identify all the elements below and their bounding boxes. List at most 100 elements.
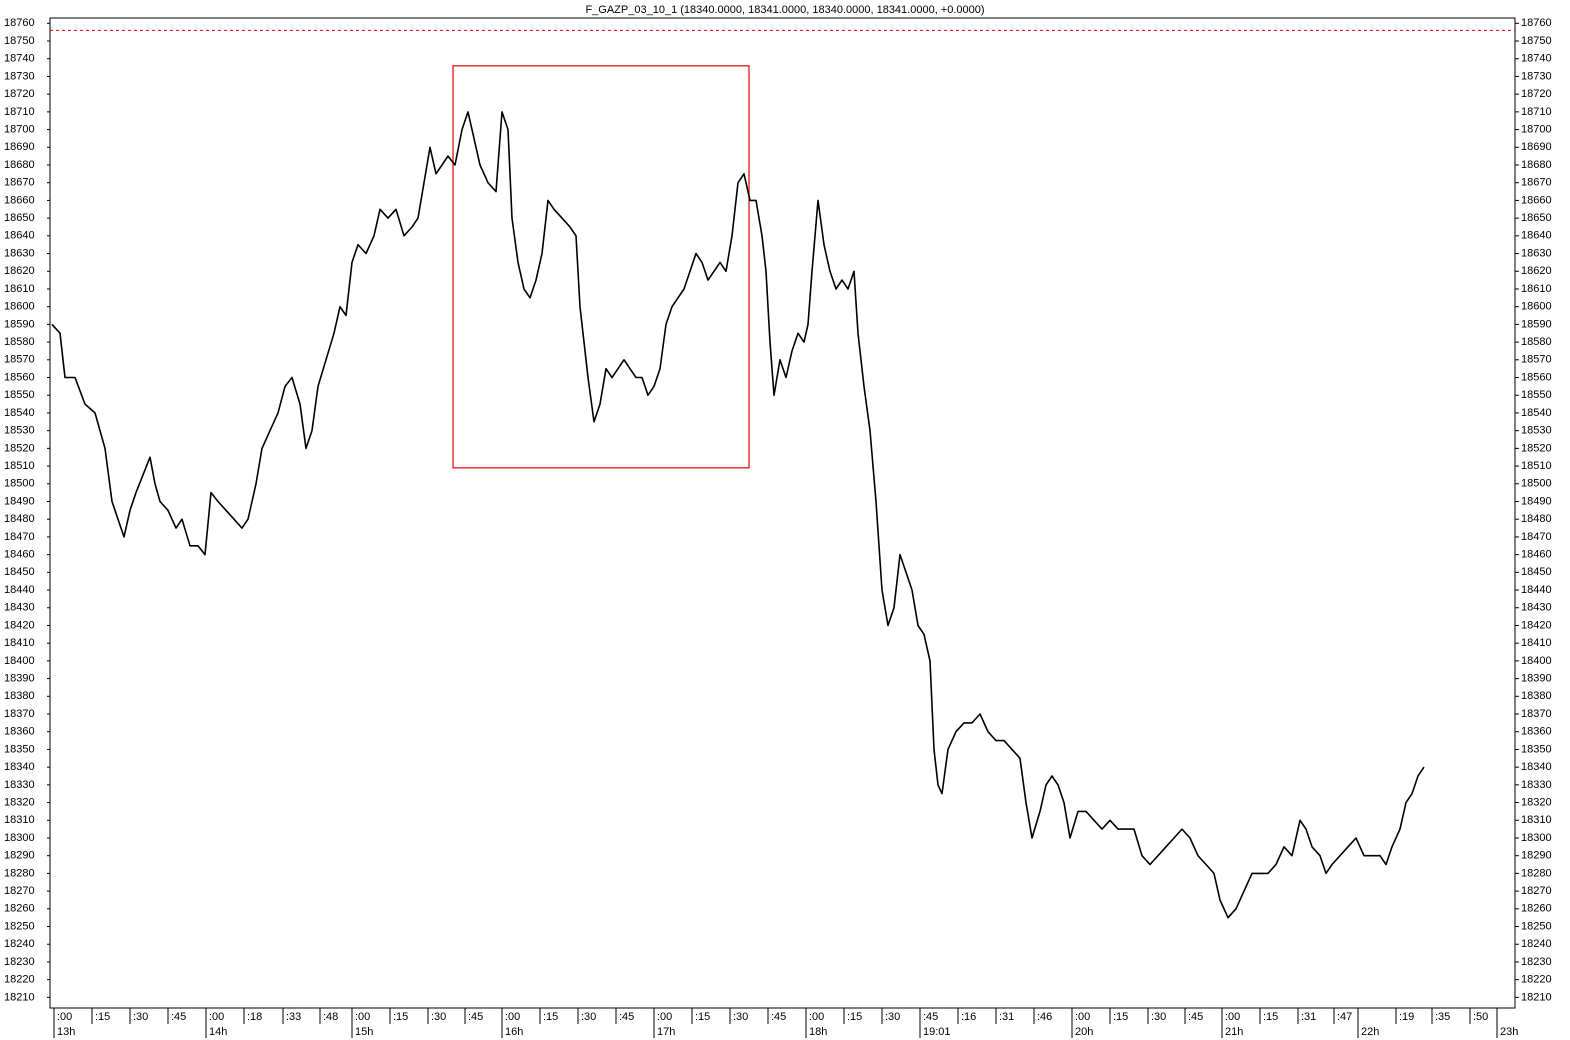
y-tick-label-left: 18290 [4, 850, 35, 862]
x-tick-label: :45 [468, 1011, 483, 1023]
y-tick-label-left: 18520 [4, 442, 35, 454]
y-tick-label-left: 18490 [4, 495, 35, 507]
x-tick-label: :19 [1399, 1011, 1414, 1023]
x-major-tick-label: 14h [209, 1026, 227, 1038]
y-tick-label-left: 18450 [4, 566, 35, 578]
y-tick-label-right: 18280 [1521, 867, 1552, 879]
y-tick-label-right: 18740 [1521, 53, 1552, 65]
y-tick-label-left: 18470 [4, 531, 35, 543]
y-tick-label-right: 18760 [1521, 17, 1552, 29]
y-tick-label-left: 18620 [4, 265, 35, 277]
y-tick-label-right: 18520 [1521, 442, 1552, 454]
y-tick-label-right: 18490 [1521, 495, 1552, 507]
x-tick-label: :00 [657, 1011, 672, 1023]
y-tick-label-right: 18570 [1521, 354, 1552, 366]
plot-frame [49, 17, 1516, 1009]
x-tick-label: :31 [1301, 1011, 1316, 1023]
y-tick-label-right: 18480 [1521, 513, 1552, 525]
y-tick-label-left: 18500 [4, 478, 35, 490]
price-line [51, 111, 1425, 919]
x-tick-label: :46 [1037, 1011, 1052, 1023]
y-tick-label-right: 18240 [1521, 938, 1552, 950]
y-tick-label-left: 18340 [4, 761, 35, 773]
y-tick-label-left: 18670 [4, 177, 35, 189]
x-tick-label: :35 [1435, 1011, 1450, 1023]
y-tick-label-right: 18350 [1521, 743, 1552, 755]
x-tick-label: :00 [209, 1011, 224, 1023]
y-tick-label-right: 18590 [1521, 318, 1552, 330]
y-tick-label-left: 18760 [4, 17, 35, 29]
y-tick-label-left: 18590 [4, 318, 35, 330]
y-tick-label-left: 18460 [4, 549, 35, 561]
x-major-tick-label: 22h [1361, 1026, 1379, 1038]
y-tick-label-left: 18680 [4, 159, 35, 171]
y-tick-label-left: 18260 [4, 903, 35, 915]
x-tick-label: :47 [1337, 1011, 1352, 1023]
y-tick-label-right: 18710 [1521, 106, 1552, 118]
y-tick-label-left: 18480 [4, 513, 35, 525]
y-tick-label-right: 18610 [1521, 283, 1552, 295]
x-tick-label: :30 [431, 1011, 446, 1023]
y-tick-label-right: 18540 [1521, 407, 1552, 419]
y-tick-label-right: 18420 [1521, 619, 1552, 631]
y-tick-label-left: 18660 [4, 194, 35, 206]
y-tick-label-right: 18650 [1521, 212, 1552, 224]
y-tick-label-left: 18730 [4, 70, 35, 82]
y-tick-label-left: 18570 [4, 354, 35, 366]
y-tick-label-left: 18610 [4, 283, 35, 295]
chart-title: F_GAZP_03_10_1 (18340.0000, 18341.0000, … [585, 4, 984, 16]
y-tick-label-right: 18250 [1521, 920, 1552, 932]
y-tick-label-right: 18460 [1521, 549, 1552, 561]
y-tick-label-right: 18360 [1521, 726, 1552, 738]
y-tick-label-left: 18320 [4, 796, 35, 808]
y-tick-label-left: 18750 [4, 35, 35, 47]
x-tick-label: :30 [1151, 1011, 1166, 1023]
y-tick-label-right: 18340 [1521, 761, 1552, 773]
y-tick-label-right: 18440 [1521, 584, 1552, 596]
y-tick-label-left: 18640 [4, 230, 35, 242]
y-tick-label-left: 18330 [4, 779, 35, 791]
y-tick-label-right: 18510 [1521, 460, 1552, 472]
y-tick-label-right: 18560 [1521, 371, 1552, 383]
y-tick-label-left: 18720 [4, 88, 35, 100]
y-tick-label-left: 18690 [4, 141, 35, 153]
x-major-tick-label: 16h [505, 1026, 523, 1038]
y-tick-label-left: 18410 [4, 637, 35, 649]
y-tick-label-right: 18630 [1521, 247, 1552, 259]
y-tick-label-right: 18720 [1521, 88, 1552, 100]
y-tick-label-right: 18260 [1521, 903, 1552, 915]
y-tick-label-left: 18390 [4, 672, 35, 684]
y-tick-label-right: 18290 [1521, 850, 1552, 862]
y-tick-label-right: 18550 [1521, 389, 1552, 401]
y-tick-label-left: 18430 [4, 602, 35, 614]
x-major-tick-label: 19:01 [923, 1026, 951, 1038]
y-tick-label-right: 18430 [1521, 602, 1552, 614]
y-tick-label-right: 18210 [1521, 991, 1552, 1003]
y-tick-label-right: 18690 [1521, 141, 1552, 153]
y-tick-label-right: 18370 [1521, 708, 1552, 720]
x-major-tick-label: 23h [1500, 1026, 1518, 1038]
y-tick-label-right: 18390 [1521, 672, 1552, 684]
x-tick-label: :33 [286, 1011, 301, 1023]
y-tick-label-right: 18500 [1521, 478, 1552, 490]
x-tick-label: :48 [323, 1011, 338, 1023]
y-tick-label-right: 18470 [1521, 531, 1552, 543]
y-tick-label-right: 18730 [1521, 70, 1552, 82]
y-tick-label-right: 18660 [1521, 194, 1552, 206]
y-tick-label-left: 18540 [4, 407, 35, 419]
x-tick-label: :00 [57, 1011, 72, 1023]
y-tick-label-left: 18550 [4, 389, 35, 401]
y-tick-label-left: 18700 [4, 123, 35, 135]
y-tick-label-right: 18600 [1521, 301, 1552, 313]
y-tick-label-left: 18310 [4, 814, 35, 826]
x-tick-label: :15 [543, 1011, 558, 1023]
y-tick-label-left: 18270 [4, 885, 35, 897]
y-tick-label-right: 18330 [1521, 779, 1552, 791]
x-tick-label: :45 [771, 1011, 786, 1023]
y-tick-label-left: 18580 [4, 336, 35, 348]
y-tick-label-left: 18630 [4, 247, 35, 259]
y-tick-label-left: 18350 [4, 743, 35, 755]
y-tick-label-left: 18230 [4, 956, 35, 968]
y-tick-label-left: 18300 [4, 832, 35, 844]
